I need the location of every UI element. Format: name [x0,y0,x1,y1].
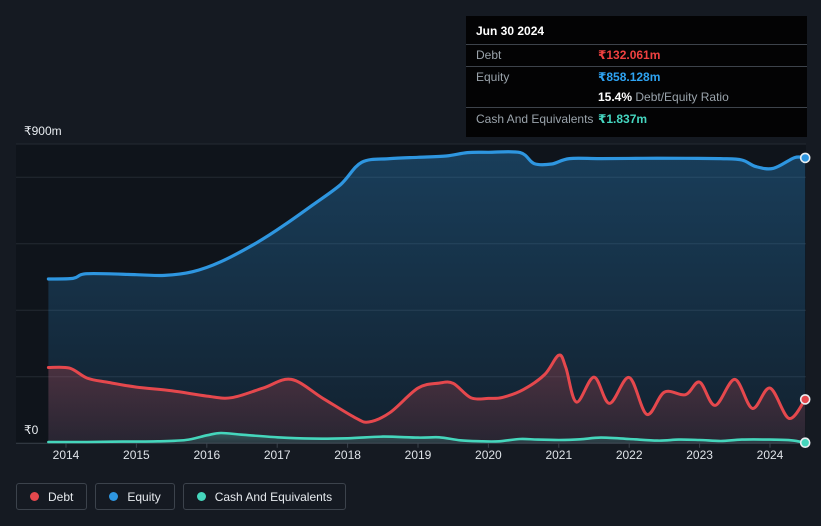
legend-item-cash-and-equivalents[interactable]: Cash And Equivalents [182,483,347,510]
equity-end-marker[interactable] [799,152,811,164]
tooltip-ratio-row: 15.4% Debt/Equity Ratio [466,87,807,107]
x-axis-label-2016: 2016 [193,448,221,462]
tooltip-debt-row: Debt ₹132.061m [466,45,807,67]
y-axis-max-label: ₹900m [24,124,62,138]
x-axis-label-2020: 2020 [475,448,502,462]
chart-legend: Debt Equity Cash And Equivalents [16,483,347,510]
x-axis-label-2024: 2024 [756,448,784,462]
tooltip-date: Jun 30 2024 [466,16,807,45]
x-axis-label-2018: 2018 [334,448,361,462]
debt-end-marker[interactable] [799,394,811,405]
x-axis-label-2019: 2019 [404,448,432,462]
equity-line [46,150,807,281]
debt-area [48,355,806,444]
chart-tooltip: Jun 30 2024 Debt ₹132.061m Equity ₹858.1… [466,16,807,137]
legend-label-debt: Debt [48,489,74,504]
equity-legend-dot-icon [109,492,119,501]
tooltip-equity-value: ₹858.128m [598,70,661,84]
tooltip-equity-label: Equity [476,70,510,84]
legend-label-equity: Equity [127,489,161,504]
debt-equity-ratio-percent: 15.4% [598,90,633,104]
y-axis-zero-label: ₹0 [24,423,39,437]
tooltip-debt-label: Debt [476,48,502,62]
x-axis-label-2023: 2023 [686,448,713,462]
debt-equity-ratio-caption: Debt/Equity Ratio [635,90,729,104]
tooltip-ratio-value: 15.4% Debt/Equity Ratio [598,90,729,104]
debt-line [46,353,807,424]
cash-and-equivalents-end-marker[interactable] [799,437,811,449]
x-axis-label-2022: 2022 [615,448,643,462]
x-axis-label-2015: 2015 [123,448,150,462]
tooltip-cash-row: Cash And Equivalents ₹1.837m [466,107,807,129]
x-axis-label-2021: 2021 [545,448,573,462]
cash-and-equivalents-line [47,431,807,444]
tooltip-equity-row: Equity ₹858.128m [466,67,807,87]
equity-area [48,151,806,444]
legend-item-debt[interactable]: Debt [16,483,88,510]
debt-legend-dot-icon [30,492,39,501]
x-axis-label-2014: 2014 [52,448,80,462]
tooltip-cash-label: Cash And Equivalents [476,112,594,126]
cash-and-equivalents-legend-dot-icon [196,492,206,501]
legend-label-cash-and-equivalents: Cash And Equivalents [214,489,333,504]
tooltip-debt-value: ₹132.061m [598,48,661,62]
legend-item-equity[interactable]: Equity [95,483,175,510]
tooltip-cash-value: ₹1.837m [598,112,648,126]
x-axis-label-2017: 2017 [263,448,291,462]
